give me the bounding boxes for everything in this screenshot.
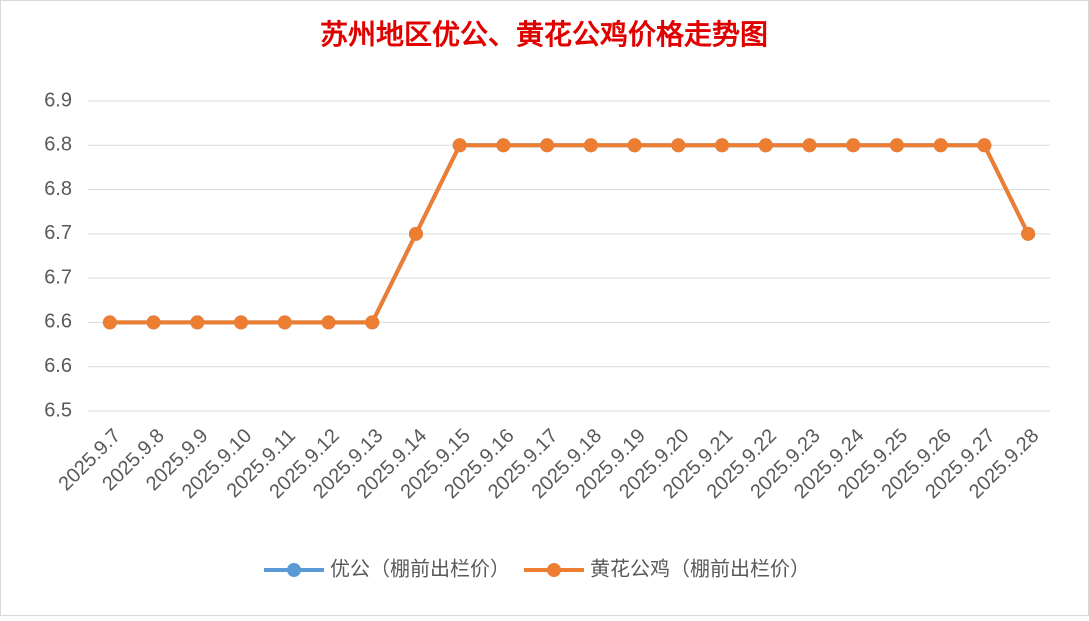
marker xyxy=(102,315,117,330)
y-tick-label: 6.6 xyxy=(44,311,72,333)
marker xyxy=(715,138,730,153)
legend-marker xyxy=(547,563,561,577)
chart-title: 苏州地区优公、黄花公鸡价格走势图 xyxy=(320,18,768,50)
marker xyxy=(540,138,555,153)
marker xyxy=(627,138,642,153)
marker xyxy=(846,138,861,153)
marker xyxy=(889,138,904,153)
y-tick-label: 6.8 xyxy=(44,178,72,200)
marker xyxy=(977,138,992,153)
legend-marker xyxy=(287,563,301,577)
marker xyxy=(146,315,161,330)
marker xyxy=(496,138,511,153)
marker xyxy=(671,138,686,153)
y-tick-label: 6.5 xyxy=(44,399,72,421)
y-tick-label: 6.7 xyxy=(44,266,72,288)
marker xyxy=(277,315,292,330)
marker xyxy=(802,138,817,153)
marker xyxy=(452,138,467,153)
marker xyxy=(758,138,773,153)
marker xyxy=(190,315,205,330)
legend-label: 黄花公鸡（棚前出栏价） xyxy=(590,557,810,580)
marker xyxy=(408,226,423,241)
y-tick-label: 6.9 xyxy=(44,89,72,111)
legend-label: 优公（棚前出栏价） xyxy=(330,557,510,580)
marker xyxy=(583,138,598,153)
marker xyxy=(365,315,380,330)
marker xyxy=(234,315,249,330)
y-tick-label: 6.7 xyxy=(44,222,72,244)
marker xyxy=(321,315,336,330)
line xyxy=(109,143,1030,325)
y-tick-label: 6.8 xyxy=(44,134,72,156)
y-tick-label: 6.6 xyxy=(44,355,72,377)
marker xyxy=(1021,226,1036,241)
marker xyxy=(933,138,948,153)
